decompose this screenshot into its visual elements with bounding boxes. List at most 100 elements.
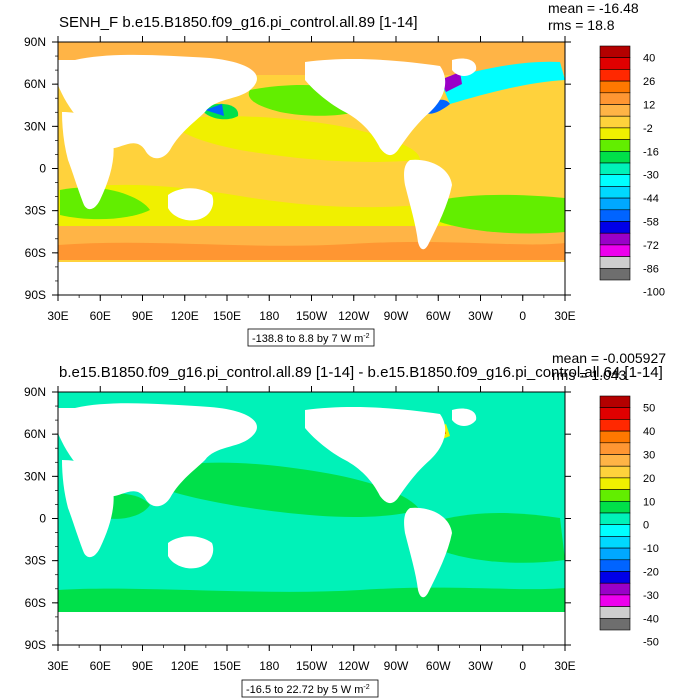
y-tick-label: 30N [24, 469, 46, 483]
x-tick-label: 150E [213, 659, 241, 673]
panel-bottom: b.e15.B1850.f09_g16.pi_control.all.89 [1… [24, 350, 666, 698]
colorbar-swatch [599, 151, 631, 164]
x-tick-label: 30E [554, 659, 575, 673]
colorbar-swatch [599, 571, 631, 584]
y-tick-label: 60N [24, 77, 46, 91]
axes: 30E 60E 90E 120E 150E 180 150W 120W 90W 60W 30W 0 30… [24, 35, 576, 323]
colorbar-swatch [599, 454, 631, 467]
colorbar-label: -44 [643, 193, 659, 205]
colorbar: 40 26 12 -2 -16 -30 -44 -58 -72 -86 -100 [599, 45, 665, 299]
stat-rms: rms = 18.8 [548, 17, 615, 33]
colorbar-swatch [599, 197, 631, 211]
x-tick-label: 30E [47, 659, 68, 673]
panel-title: SENH_F b.e15.B1850.f09_g16.pi_control.al… [59, 14, 418, 31]
x-tick-label: 30E [47, 309, 68, 323]
north-america-land [305, 59, 446, 156]
colorbar-swatch [599, 244, 631, 257]
stat-mean: mean = -16.48 [548, 0, 639, 16]
colorbar-label: -16 [643, 146, 659, 158]
y-tick-label: 90S [25, 638, 46, 652]
map-field [58, 42, 565, 295]
colorbar-swatch [599, 477, 631, 490]
colorbar-swatch [599, 267, 631, 281]
colorbar-swatch [599, 442, 631, 455]
x-tick-label: 90E [132, 309, 153, 323]
colorbar-swatch [599, 127, 631, 140]
range-label: -138.8 to 8.8 by 7 W m-2 [252, 333, 370, 345]
colorbar-label: 20 [643, 473, 655, 485]
map-field [58, 392, 565, 645]
x-tick-label: 0 [519, 309, 526, 323]
colorbar-swatch [599, 559, 631, 572]
colorbar-swatch [599, 162, 631, 175]
y-tick-label: 90S [25, 288, 46, 302]
south-america-land [404, 159, 452, 250]
colorbar-label: 50 [643, 403, 655, 415]
y-tick-label: 60N [24, 427, 46, 441]
colorbar-swatch [599, 57, 631, 70]
x-tick-label: 150W [296, 659, 328, 673]
colorbar-label: -10 [643, 543, 659, 555]
colorbar-label: 40 [643, 53, 655, 65]
x-tick-label: 60W [426, 659, 451, 673]
colorbar-label: 26 [643, 76, 655, 88]
colorbar-swatch [599, 232, 631, 246]
southern-green [58, 587, 565, 615]
colorbar-swatch [599, 407, 631, 420]
x-tick-label: 150E [213, 309, 241, 323]
africa-land [62, 460, 114, 558]
north-atlantic-cold [440, 61, 565, 104]
colorbar-swatch [599, 395, 631, 408]
x-tick-label: 180 [259, 309, 279, 323]
x-tick-label: 30W [468, 309, 493, 323]
colorbar-swatch [599, 606, 631, 619]
panel-top: SENH_F b.e15.B1850.f09_g16.pi_control.al… [24, 0, 665, 347]
colorbar-swatch [599, 92, 631, 105]
colorbar-label: -100 [643, 287, 665, 299]
colorbar-swatch [599, 139, 631, 152]
gulf-stream-core [440, 72, 462, 92]
x-tick-label: 0 [519, 659, 526, 673]
x-tick-label: 120E [171, 659, 199, 673]
x-tick-label: 90E [132, 659, 153, 673]
colorbar-swatch [599, 45, 631, 58]
colorbar: 50 40 30 20 10 0 -10 -20 -30 -40 -50 [599, 395, 659, 649]
colorbar-label: -20 [643, 567, 659, 579]
antarctica-land [58, 612, 565, 645]
colorbar-swatch [599, 430, 631, 444]
x-tick-label: 60E [90, 309, 111, 323]
antarctica-land [58, 262, 565, 295]
x-tick-label: 180 [259, 659, 279, 673]
colorbar-swatch [599, 536, 631, 549]
y-tick-label: 60S [25, 596, 46, 610]
range-label-box [241, 679, 379, 698]
colorbar-swatch [599, 594, 631, 607]
y-tick-label: 30S [25, 204, 46, 218]
x-tick-label: 150W [296, 309, 328, 323]
range-label: -16.5 to 22.72 by 5 W m-2 [246, 684, 370, 696]
greenland-land [452, 408, 477, 426]
colorbar-swatch [599, 524, 631, 537]
colorbar-label: 0 [643, 520, 649, 532]
colorbar-label: -2 [643, 123, 653, 135]
x-tick-label: 30W [468, 659, 493, 673]
colorbar-swatch [599, 582, 631, 596]
australia-land [168, 536, 214, 569]
colorbar-label: 30 [643, 450, 655, 462]
south-atlantic-green [440, 194, 565, 234]
colorbar-label: 12 [643, 100, 655, 112]
colorbar-label: -72 [643, 240, 659, 252]
colorbar-label: -58 [643, 217, 659, 229]
x-tick-label: 60E [90, 659, 111, 673]
colorbar-label: 40 [643, 426, 655, 438]
greenland-land [452, 58, 477, 76]
x-tick-label: 120E [171, 309, 199, 323]
colorbar-label: -50 [643, 637, 659, 649]
kuroshio-core [205, 104, 224, 116]
colorbar-label: -30 [643, 170, 659, 182]
stat-mean: mean = -0.005927 [552, 350, 666, 366]
south-america-land [404, 507, 452, 598]
colorbar-swatch [599, 489, 631, 502]
southern-ocean-core [58, 242, 565, 260]
